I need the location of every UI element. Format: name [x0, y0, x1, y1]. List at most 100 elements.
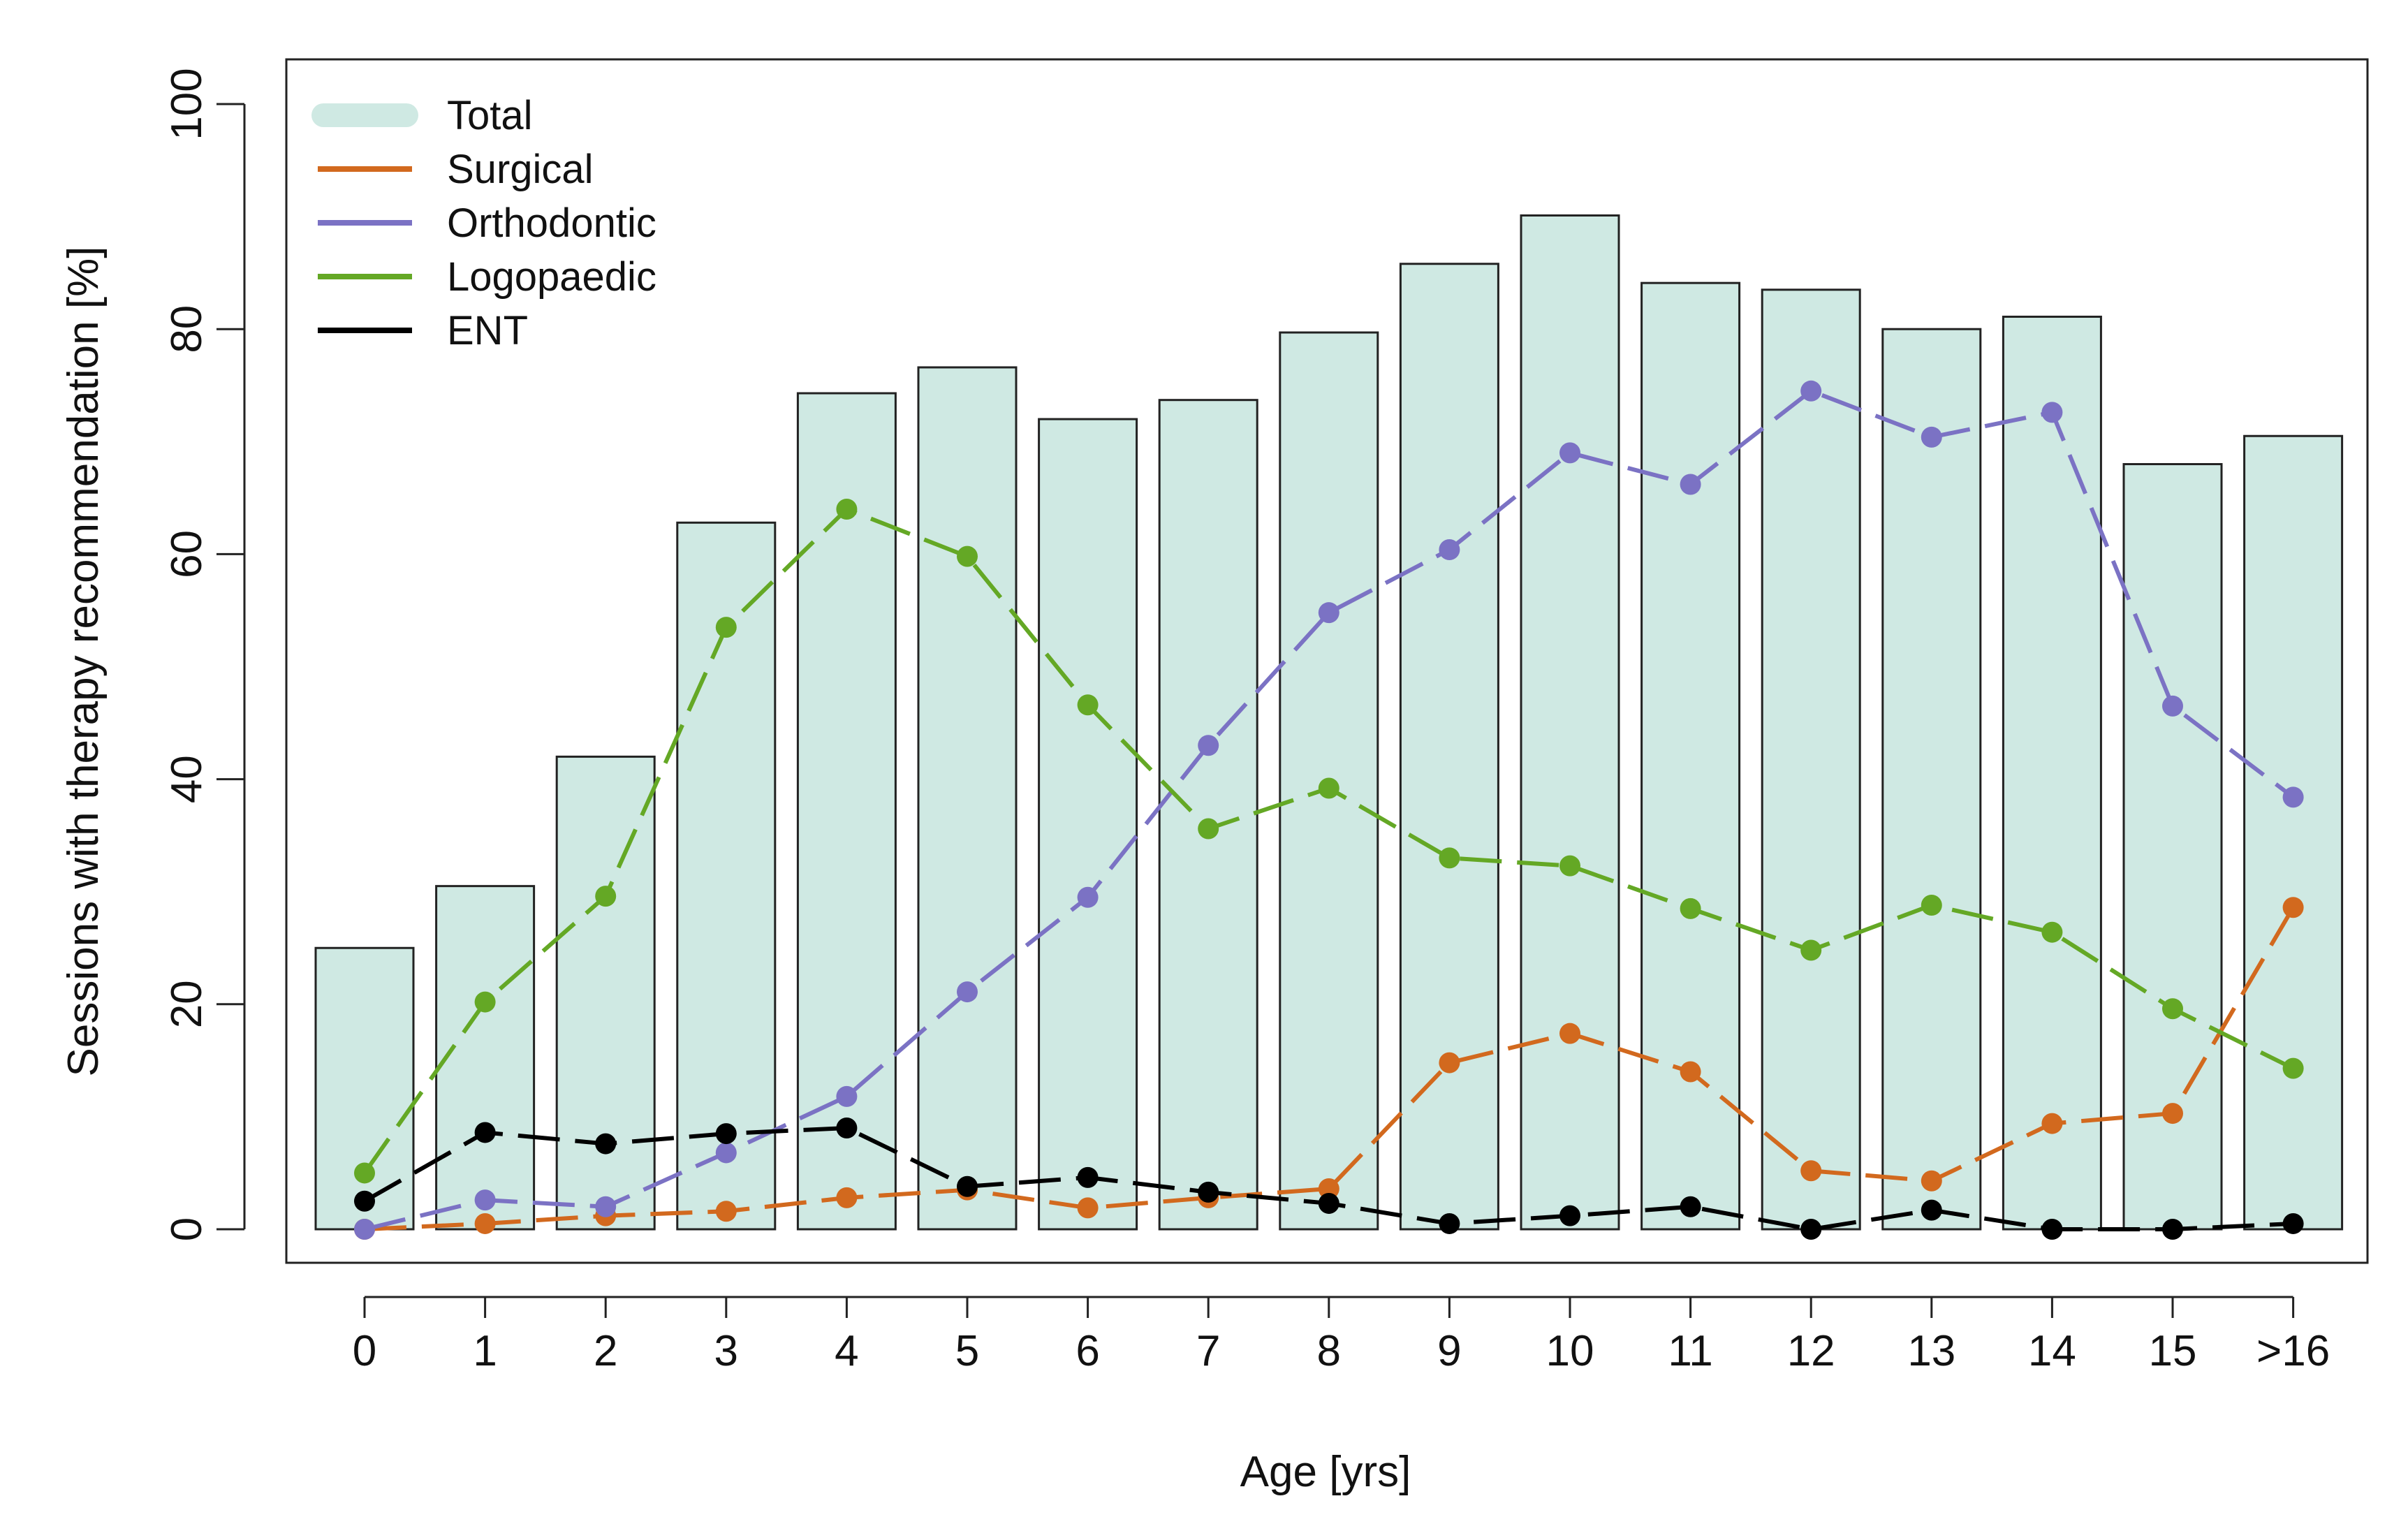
- legend: Total Surgical Orthodontic Logopaedic ENT: [311, 93, 656, 353]
- point-logopaedic-12: [1800, 939, 1822, 961]
- point-surgical-4: [836, 1187, 858, 1208]
- bar-total-14: [2002, 315, 2102, 1231]
- point-orthodontic-13: [1921, 426, 1942, 448]
- point-ent-10: [1559, 1205, 1580, 1226]
- point-orthodontic-14: [2041, 402, 2063, 423]
- point-orthodontic-10: [1559, 442, 1580, 464]
- x-tick-label-11: 11: [1668, 1327, 1712, 1375]
- point-surgical-1: [474, 1212, 496, 1234]
- series-points-layer: [354, 380, 2304, 1240]
- point-orthodontic-9: [1439, 538, 1460, 560]
- point-ent-8: [1318, 1192, 1339, 1214]
- point-surgical-11: [1680, 1061, 1701, 1083]
- point-logopaedic-7: [1198, 818, 1219, 840]
- x-tick-label-12: 12: [1787, 1327, 1835, 1375]
- point-orthodontic-4: [836, 1085, 858, 1107]
- x-tick-label-8: 8: [1317, 1327, 1341, 1375]
- bar-total-15: [2122, 463, 2223, 1231]
- bar-total-12: [1761, 288, 1861, 1231]
- bar-total-1: [435, 885, 536, 1231]
- y-tick-label-100: 100: [163, 68, 211, 140]
- legend-label-surgical: Surgical: [447, 147, 594, 192]
- point-surgical-13: [1921, 1170, 1942, 1192]
- x-tick-label-13: 13: [1907, 1327, 1955, 1375]
- point-logopaedic-10: [1559, 855, 1580, 877]
- point-surgical-8: [1318, 1178, 1339, 1200]
- legend-label-logopaedic: Logopaedic: [447, 254, 656, 300]
- point-surgical-3: [715, 1201, 737, 1222]
- point-orthodontic-0: [354, 1219, 375, 1240]
- point-orthodontic-11: [1680, 474, 1701, 495]
- bar-total-9: [1399, 263, 1499, 1231]
- bar-total-5: [917, 366, 1018, 1231]
- legend-label-total: Total: [447, 93, 533, 138]
- point-logopaedic-11: [1680, 897, 1701, 919]
- bar-total-2: [555, 755, 656, 1231]
- point-surgical->16: [2282, 897, 2304, 918]
- point-ent-5: [957, 1175, 978, 1197]
- point-logopaedic-5: [957, 545, 978, 567]
- y-tick-label-40: 40: [163, 755, 211, 803]
- x-tick-label-1: 1: [473, 1327, 497, 1375]
- x-tick-label-6: 6: [1075, 1327, 1099, 1375]
- point-orthodontic-1: [474, 1189, 496, 1211]
- point-ent-3: [715, 1123, 737, 1145]
- x-tick-label-9: 9: [1437, 1327, 1461, 1375]
- point-logopaedic-0: [354, 1162, 375, 1184]
- x-tick-label-15: 15: [2149, 1327, 2197, 1375]
- y-axis: 0 20 40 60 80 100: [163, 68, 246, 1241]
- legend-label-orthodontic: Orthodontic: [447, 200, 656, 246]
- bars-layer: [314, 214, 2344, 1231]
- x-tick-label-4: 4: [835, 1327, 858, 1375]
- point-logopaedic-6: [1077, 694, 1099, 716]
- point-logopaedic-3: [715, 617, 737, 638]
- bar-total-13: [1881, 328, 1982, 1231]
- point-logopaedic-1: [474, 991, 496, 1013]
- point-orthodontic-5: [957, 981, 978, 1003]
- point-surgical-6: [1077, 1197, 1099, 1219]
- point-surgical-9: [1439, 1052, 1460, 1074]
- point-ent-2: [595, 1133, 617, 1155]
- x-axis-title: Age [yrs]: [1240, 1448, 1411, 1496]
- point-orthodontic->16: [2282, 786, 2304, 808]
- x-tick-label-7: 7: [1196, 1327, 1220, 1375]
- point-logopaedic-13: [1921, 895, 1942, 916]
- bar-total->16: [2243, 434, 2344, 1231]
- y-axis-title: Sessions with therapy recommendation [%]: [59, 247, 108, 1077]
- point-ent-7: [1198, 1181, 1219, 1203]
- point-ent-6: [1077, 1166, 1099, 1188]
- line-surgical: [364, 906, 2296, 1231]
- point-orthodontic-6: [1077, 886, 1099, 908]
- point-surgical-14: [2041, 1113, 2063, 1134]
- x-axis: 0 1 2 3 4 5 6 7 8 9 10 11 12 13 14 15 >16: [353, 1296, 2330, 1375]
- bar-total-0: [314, 946, 415, 1231]
- x-tick-label-2: 2: [594, 1327, 617, 1375]
- point-logopaedic-2: [595, 886, 617, 907]
- point-ent-0: [354, 1190, 375, 1212]
- point-logopaedic-15: [2162, 998, 2183, 1020]
- point-ent-1: [474, 1122, 496, 1143]
- point-logopaedic-9: [1439, 847, 1460, 869]
- point-surgical-10: [1559, 1023, 1580, 1044]
- point-orthodontic-8: [1318, 602, 1339, 624]
- point-orthodontic-12: [1800, 380, 1822, 402]
- point-logopaedic-8: [1318, 777, 1339, 799]
- bar-total-11: [1640, 281, 1741, 1231]
- plot-frame: [285, 58, 2369, 1264]
- x-tick-label-5: 5: [955, 1327, 979, 1375]
- y-tick-label-20: 20: [163, 980, 211, 1028]
- point-logopaedic-4: [836, 498, 858, 520]
- point-ent->16: [2282, 1212, 2304, 1234]
- x-tick-label-0: 0: [353, 1327, 376, 1375]
- point-ent-13: [1921, 1199, 1942, 1221]
- point-orthodontic-15: [2162, 695, 2183, 717]
- bar-total-6: [1038, 418, 1138, 1231]
- point-ent-14: [2041, 1219, 2063, 1240]
- x-tick-label-14: 14: [2028, 1327, 2076, 1375]
- y-tick-label-80: 80: [163, 305, 211, 353]
- point-logopaedic->16: [2282, 1057, 2304, 1079]
- point-logopaedic-14: [2041, 921, 2063, 943]
- x-tick-label-3: 3: [714, 1327, 738, 1375]
- point-ent-11: [1680, 1196, 1701, 1217]
